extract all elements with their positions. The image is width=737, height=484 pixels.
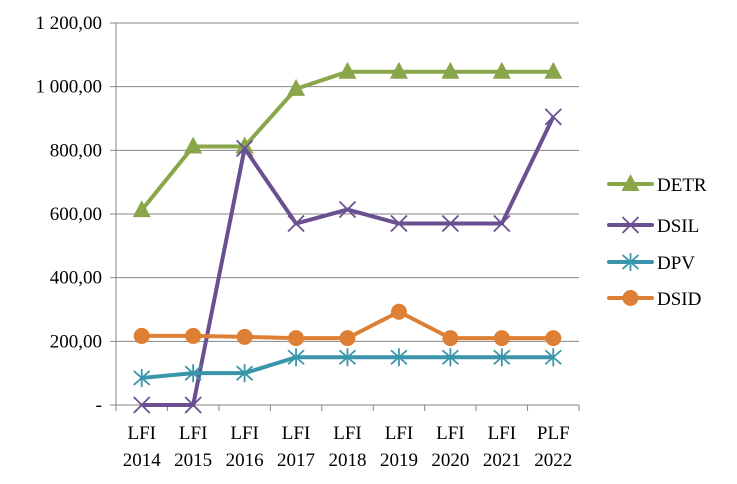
x-tick-label: 2014 <box>123 450 162 471</box>
series-line <box>140 69 554 212</box>
y-tick-label: 200,00 <box>50 331 102 352</box>
data-point <box>545 330 562 347</box>
legend-item: DSID <box>607 289 701 310</box>
data-point <box>493 214 511 233</box>
data-point <box>544 61 563 79</box>
x-tick-label: 2016 <box>226 450 264 471</box>
data-point <box>441 348 459 367</box>
data-point <box>236 328 253 345</box>
y-tick-label: 1 000,00 <box>36 77 103 98</box>
data-point <box>133 327 150 344</box>
data-point <box>288 330 305 347</box>
data-point <box>184 136 203 154</box>
data-point <box>441 214 460 233</box>
data-point <box>236 364 254 383</box>
data-point <box>185 327 202 344</box>
x-tick-label: 2017 <box>277 450 315 471</box>
legend-label: DSIL <box>657 216 699 237</box>
x-tick-label: LFI <box>230 423 259 444</box>
x-tick-label: 2022 <box>534 450 572 471</box>
y-tick-label: 600,00 <box>50 204 102 225</box>
series-detr <box>132 61 563 218</box>
data-point <box>544 108 562 126</box>
data-point <box>390 348 408 367</box>
legend-label: DETR <box>657 175 707 196</box>
series-dpv <box>133 348 562 387</box>
series-group <box>132 61 563 414</box>
data-point <box>133 368 151 387</box>
data-point <box>442 330 459 347</box>
legend-marker <box>621 174 640 191</box>
legend: DETR DSIL DPV DSID <box>607 174 707 310</box>
legend-item: DPV <box>607 253 695 274</box>
x-tick-label: 2020 <box>431 450 469 471</box>
data-point <box>544 348 562 367</box>
x-tick-label: 2021 <box>483 450 521 471</box>
x-tick-label: LFI <box>488 423 517 444</box>
legend-label: DSID <box>657 289 701 310</box>
x-tick-label: LFI <box>127 423 156 444</box>
x-tick-label: LFI <box>179 423 208 444</box>
data-point <box>493 348 511 367</box>
data-point <box>287 78 306 96</box>
x-tick-label: PLF <box>537 423 570 444</box>
data-point <box>184 364 202 383</box>
series-dsil <box>133 108 562 414</box>
data-point <box>184 396 202 414</box>
data-point <box>390 214 408 233</box>
x-tick-label: LFI <box>385 423 414 444</box>
y-tick-label: 400,00 <box>50 268 102 289</box>
y-tick-label: 1 200,00 <box>36 13 103 34</box>
series-dsid <box>133 303 562 347</box>
x-tick-label: 2019 <box>380 450 418 471</box>
legend-marker <box>621 216 640 234</box>
data-point <box>338 61 357 79</box>
y-axis-labels: - 200,00 400,00 600,00 800,00 1 000,00 1 200,0… <box>36 13 103 416</box>
x-tick-label: LFI <box>436 423 465 444</box>
data-point <box>492 61 511 79</box>
x-tick-label: LFI <box>333 423 362 444</box>
data-point <box>235 136 254 154</box>
x-axis-labels: LFI 2014 LFI 2015 LFI 2016 LFI 2017 LFI 2018 LFI 20… <box>123 423 573 471</box>
legend-item: DSIL <box>607 216 699 237</box>
data-point <box>493 330 510 347</box>
x-tick-label: 2018 <box>329 450 367 471</box>
data-point <box>441 61 460 79</box>
data-point <box>287 214 305 233</box>
legend-marker <box>621 253 640 271</box>
data-point <box>287 348 305 367</box>
data-point <box>235 139 254 158</box>
x-tick-label: 2015 <box>174 450 212 471</box>
data-point <box>133 396 151 414</box>
legend-item: DETR <box>607 174 707 196</box>
data-point <box>390 303 407 320</box>
y-tick-label: - <box>96 395 102 416</box>
data-point <box>389 61 408 79</box>
x-tick-label: LFI <box>282 423 311 444</box>
data-point <box>338 200 357 219</box>
data-point <box>132 200 151 218</box>
legend-label: DPV <box>657 253 695 274</box>
legend-marker <box>622 290 639 306</box>
data-point <box>338 348 357 367</box>
y-tick-label: 800,00 <box>50 140 102 161</box>
data-point <box>339 330 356 347</box>
